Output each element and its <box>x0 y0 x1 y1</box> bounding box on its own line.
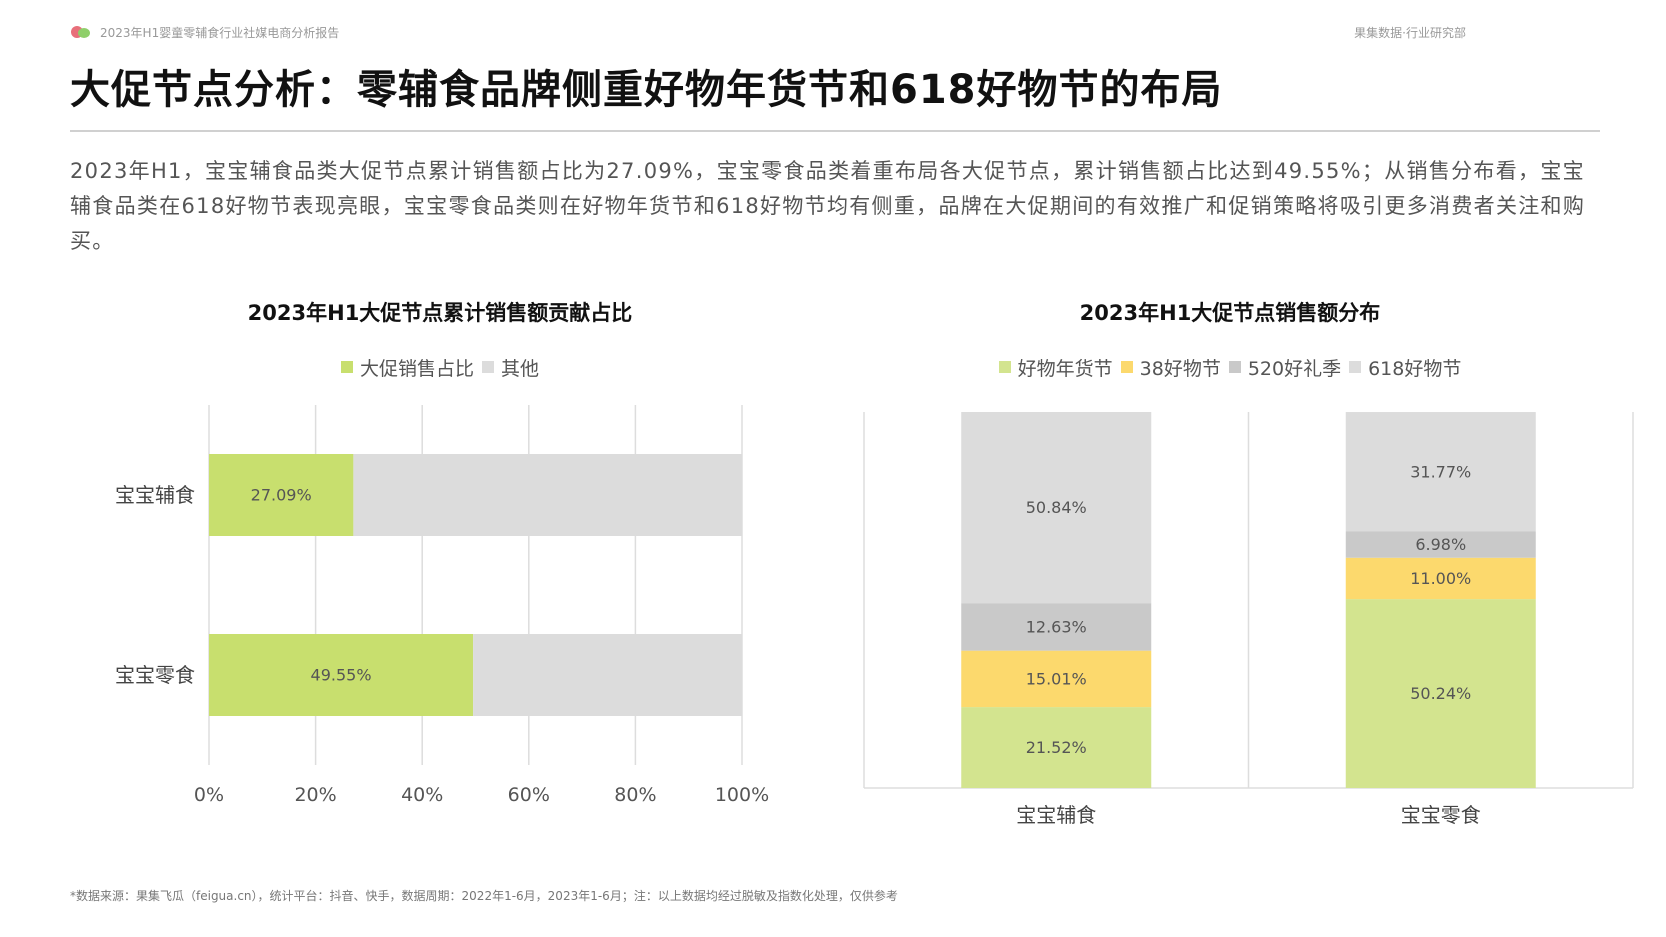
right-bar-segment <box>1345 412 1536 532</box>
right-category-label: 宝宝辅食 <box>1016 803 1096 827</box>
left-category-label: 宝宝辅食 <box>115 483 195 507</box>
right-legend-item-3: 618好物节 <box>1349 354 1461 381</box>
left-x-tick-label: 60% <box>508 784 550 806</box>
left-x-tick-label: 100% <box>715 784 769 806</box>
right-bar-segment <box>961 707 1152 788</box>
left-data-label: 27.09% <box>251 486 312 505</box>
right-category-label: 宝宝零食 <box>1401 803 1481 827</box>
right-legend-swatch-3 <box>1349 361 1362 373</box>
left-legend-label-0: 大促销售占比 <box>359 357 474 380</box>
right-legend-swatch-2 <box>1228 361 1241 373</box>
report-tag: 2023年H1婴童零辅食行业社媒电商分析报告 <box>70 22 339 42</box>
right-data-label: 21.52% <box>1026 738 1087 757</box>
right-data-label: 15.01% <box>1026 669 1087 688</box>
right-legend-label-2: 520好礼季 <box>1247 357 1342 380</box>
left-legend-swatch-1 <box>482 361 494 373</box>
right-bar-segment <box>1345 557 1536 600</box>
right-legend-swatch-1 <box>1120 361 1133 373</box>
right-legend-item-1: 38好物节 <box>1120 354 1221 381</box>
left-legend-swatch-0 <box>340 361 353 373</box>
source-note: *数据来源：果集飞瓜（feigua.cn），统计平台：抖音、快手，数据周期：20… <box>70 889 898 903</box>
right-bar-segment <box>1345 531 1536 558</box>
legend-right: 好物年货节 38好物节 520好礼季 618好物节 <box>900 354 1560 381</box>
right-bar-segment <box>961 650 1152 708</box>
left-x-tick-label: 20% <box>294 784 336 806</box>
summary-text: 2023年H1，宝宝辅食品类大促节点累计销售额占比为27.09%，宝宝零食品类着… <box>70 159 1586 253</box>
org-tag: 果集数据·行业研究部 <box>1354 26 1466 40</box>
report-tag-text: 2023年H1婴童零辅食行业社媒电商分析报告 <box>100 25 340 40</box>
left-x-tick-label: 80% <box>614 784 656 806</box>
left-legend-item-0: 大促销售占比 <box>340 354 474 381</box>
logo <box>70 24 92 40</box>
right-bar-segment <box>961 603 1152 651</box>
left-legend-label-1: 其他 <box>501 357 540 380</box>
left-x-tick-label: 0% <box>194 784 224 806</box>
chart-title-right: 2023年H1大促节点销售额分布 <box>1079 301 1381 325</box>
right-data-label: 11.00% <box>1410 569 1471 588</box>
right-data-label: 6.98% <box>1415 535 1466 554</box>
title-divider <box>70 130 1600 132</box>
chart-title-left: 2023年H1大促节点累计销售额贡献占比 <box>247 301 633 325</box>
left-bar-segment <box>209 454 354 536</box>
legend-left: 大促销售占比 其他 <box>150 354 730 381</box>
left-category-label: 宝宝零食 <box>115 663 195 687</box>
left-bar-segment <box>473 634 742 716</box>
right-data-label: 50.84% <box>1026 498 1087 517</box>
left-data-label: 49.55% <box>311 666 372 685</box>
right-data-label: 12.63% <box>1026 617 1087 636</box>
right-bar-segment <box>1345 599 1536 788</box>
left-bar-segment <box>353 454 742 536</box>
right-data-label: 50.24% <box>1410 684 1471 703</box>
right-bar-segment <box>961 412 1152 604</box>
right-data-label: 31.77% <box>1410 462 1471 481</box>
left-bar-segment <box>209 634 474 716</box>
left-x-tick-label: 40% <box>401 784 443 806</box>
right-legend-label-0: 好物年货节 <box>1017 357 1113 380</box>
right-legend-item-2: 520好礼季 <box>1228 354 1342 381</box>
right-legend-label-1: 38好物节 <box>1139 357 1221 380</box>
right-legend-label-3: 618好物节 <box>1368 357 1462 380</box>
left-legend-item-1: 其他 <box>482 354 539 381</box>
page-title: 大促节点分析：零辅食品牌侧重好物年货节和618好物节的布局 <box>70 67 1223 113</box>
right-legend-swatch-0 <box>998 361 1011 373</box>
right-legend-item-0: 好物年货节 <box>998 354 1113 381</box>
